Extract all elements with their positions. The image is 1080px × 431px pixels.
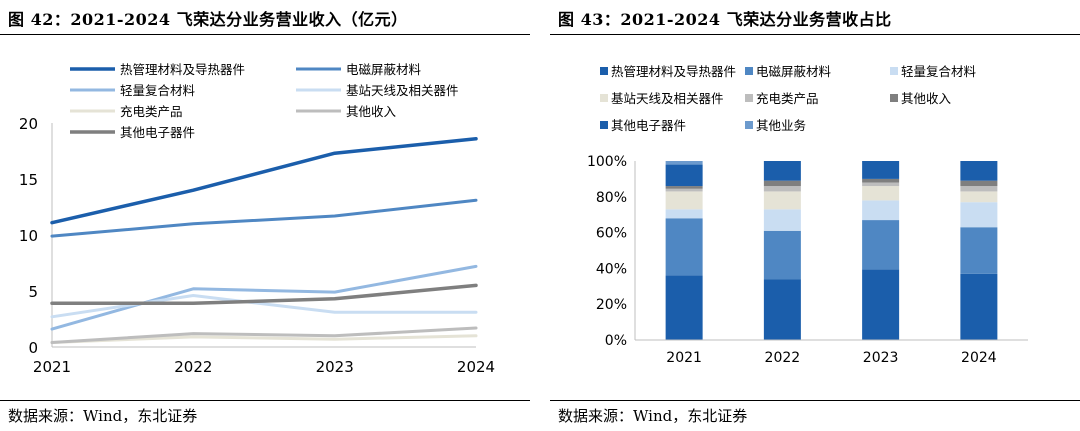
- series-line: [50, 326, 478, 344]
- legend-label: 电磁屏蔽材料: [346, 62, 422, 77]
- bar-segment: [665, 209, 703, 219]
- bar-segment: [665, 161, 703, 165]
- bar-segment: [665, 191, 703, 210]
- x-tick-label: 2021: [666, 350, 702, 366]
- y-tick-label: 10: [19, 227, 38, 245]
- bar-segment: [960, 180, 998, 187]
- y-tick-label: 40%: [596, 261, 627, 277]
- bar-segment: [862, 186, 900, 201]
- bar-segment: [665, 218, 703, 276]
- y-tick-label: 15: [19, 171, 38, 189]
- legend-label: 轻量复合材料: [120, 83, 196, 98]
- bar-chart-panel: 图 43：2021-2024 飞荣达分业务营收占比 0% 20% 40% 60% 80%…: [550, 0, 1080, 431]
- bar-segment: [665, 275, 703, 340]
- legend-label: 电磁屏蔽材料: [756, 64, 832, 79]
- bar-segment: [763, 230, 801, 280]
- series-line: [50, 283, 478, 306]
- bar-segment: [960, 186, 998, 192]
- x-tick-label: 2023: [863, 350, 899, 366]
- legend-label: 充电类产品: [120, 104, 183, 119]
- bar-segment: [862, 200, 900, 221]
- y-tick-label: 100%: [587, 154, 627, 170]
- title-rule: [0, 34, 530, 35]
- series-line: [50, 294, 478, 319]
- x-tick-label: 2023: [316, 358, 354, 376]
- legend-swatch: [745, 67, 753, 75]
- bar-segment: [960, 273, 998, 340]
- bar-segment: [763, 180, 801, 187]
- bar-segment: [960, 161, 998, 181]
- legend-swatch: [600, 67, 608, 75]
- bar-segment: [960, 191, 998, 203]
- legend-label: 其他业务: [756, 118, 806, 133]
- bar-chart-source: 数据来源：Wind，东北证券: [558, 407, 748, 425]
- bar-segment: [862, 182, 900, 187]
- bar-segment: [763, 161, 801, 181]
- legend-label: 基站天线及相关器件: [611, 91, 724, 106]
- bar-segment: [763, 186, 801, 192]
- legend-label: 轻量复合材料: [901, 64, 977, 79]
- bar-segment: [862, 220, 900, 270]
- bar-segment: [960, 202, 998, 228]
- bar-segment: [763, 279, 801, 340]
- legend-label: 热管理材料及导热器件: [611, 64, 736, 79]
- legend-swatch: [600, 94, 608, 102]
- source-rule: [0, 400, 530, 401]
- legend-label: 热管理材料及导热器件: [120, 62, 245, 77]
- legend-swatch: [745, 121, 753, 129]
- stacked-bar-chart: 0% 20% 40% 60% 80% 100% 2021 2022 2023 2024 热管理材料及…: [587, 64, 1028, 366]
- x-tick-label: 2022: [174, 358, 212, 376]
- bar-segment: [665, 164, 703, 187]
- series-line: [50, 264, 478, 331]
- legend-label: 其他收入: [346, 104, 397, 119]
- y-tick-label: 0%: [605, 333, 627, 349]
- legend-swatch: [890, 67, 898, 75]
- series-line: [50, 334, 478, 344]
- y-tick-label: 20: [19, 115, 38, 133]
- x-tick-label: 2024: [961, 350, 997, 366]
- x-tick-label: 2024: [457, 358, 495, 376]
- bar-segment: [862, 178, 900, 183]
- y-tick-label: 0: [28, 339, 38, 357]
- source-rule: [550, 400, 1080, 401]
- series-line: [50, 198, 478, 238]
- legend-label: 基站天线及相关器件: [346, 83, 459, 98]
- bar-segment: [763, 191, 801, 210]
- y-tick-label: 80%: [596, 190, 627, 206]
- bar-segment: [763, 209, 801, 231]
- legend-swatch: [890, 94, 898, 102]
- legend-swatch: [745, 94, 753, 102]
- bar-chart-title: 图 43：2021-2024 飞荣达分业务营收占比: [558, 10, 892, 29]
- legend-swatch: [600, 121, 608, 129]
- line-chart-panel: 图 42：2021-2024 飞荣达分业务营业收入（亿元） 0 5 10 15 20 20…: [0, 0, 530, 431]
- title-rule: [550, 34, 1080, 35]
- bar-segment: [862, 161, 900, 179]
- y-tick-label: 60%: [596, 226, 627, 242]
- legend-label: 其他电子器件: [611, 118, 686, 133]
- legend-label: 充电类产品: [756, 91, 819, 106]
- x-tick-label: 2022: [765, 350, 801, 366]
- legend-label: 其他电子器件: [120, 125, 195, 140]
- legend-label: 其他收入: [901, 91, 952, 106]
- y-tick-label: 5: [28, 283, 38, 301]
- series-line: [50, 136, 478, 225]
- y-tick-label: 20%: [596, 297, 627, 313]
- bar-segment: [862, 269, 900, 340]
- line-chart-source: 数据来源：Wind，东北证券: [8, 407, 198, 425]
- bar-segment: [665, 188, 703, 192]
- line-chart-title: 图 42：2021-2024 飞荣达分业务营业收入（亿元）: [8, 10, 408, 29]
- bar-segment: [665, 186, 703, 189]
- bar-segment: [960, 227, 998, 274]
- x-tick-label: 2021: [33, 358, 71, 376]
- line-chart: 0 5 10 15 20 2021 2022 2023 2024 热管理材料及导热器件 电磁屏蔽材料…: [19, 62, 495, 376]
